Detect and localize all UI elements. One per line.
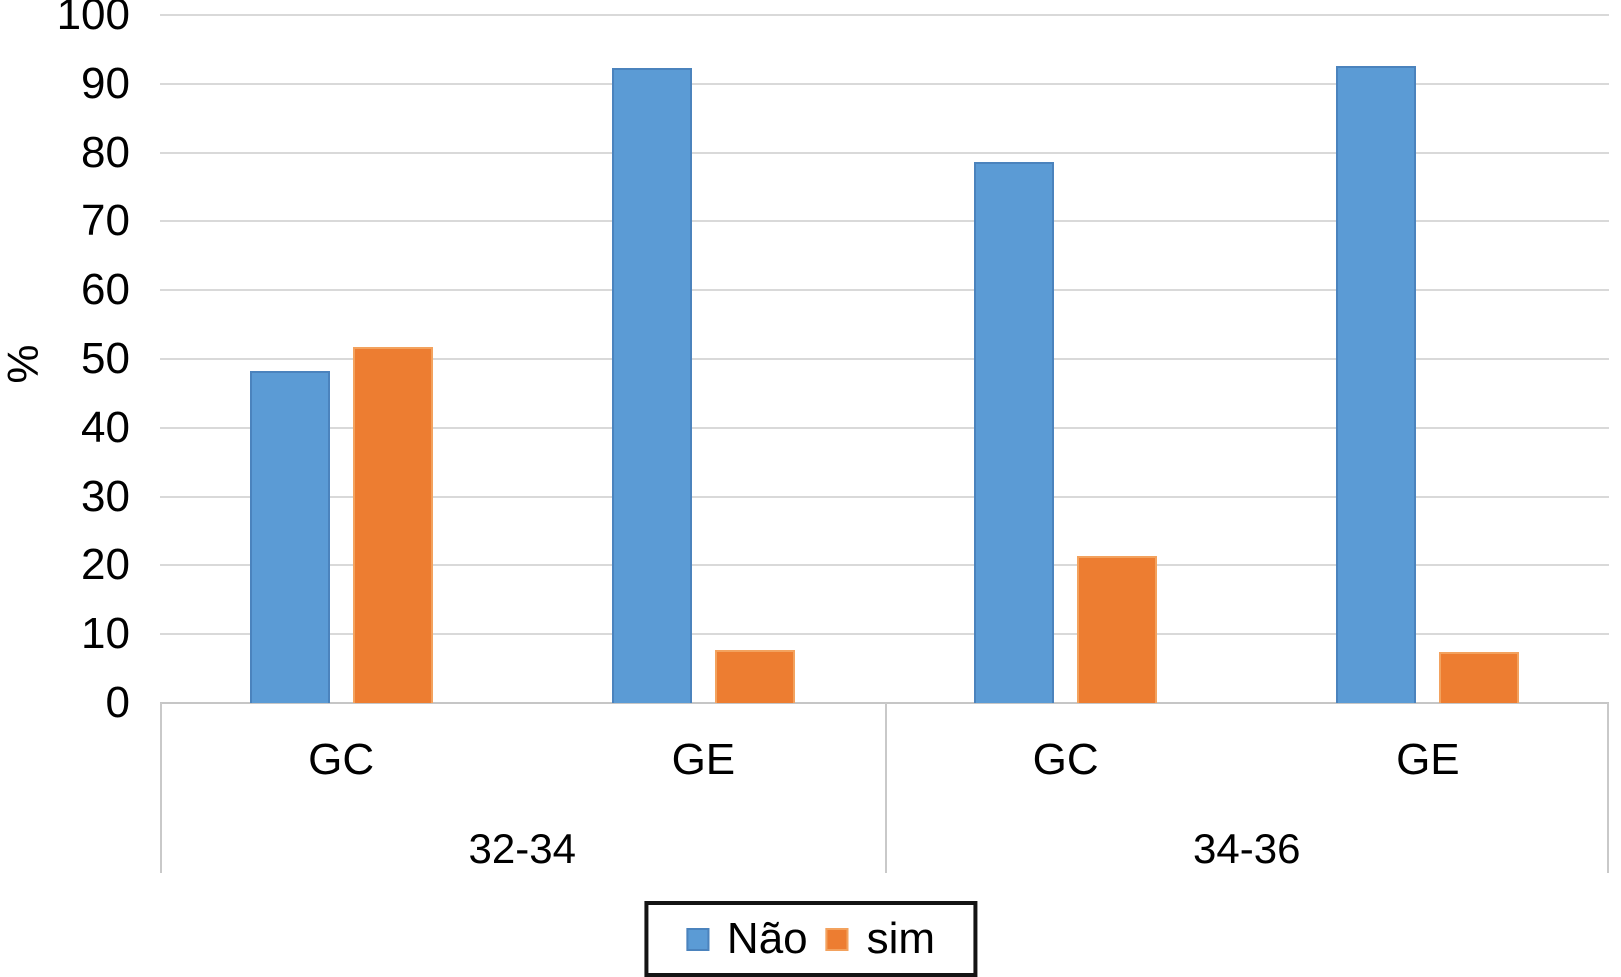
category-label-32-34-ge: GE — [671, 735, 736, 784]
category-separator-0 — [160, 703, 162, 873]
bar-nao-32-34-ge — [611, 67, 692, 703]
gridline-30 — [160, 495, 1609, 498]
legend-item-nao: Não — [685, 914, 808, 964]
gridline-100 — [160, 14, 1609, 16]
gridline-90 — [160, 82, 1609, 85]
category-label-34-36-gc: GC — [1032, 735, 1099, 784]
legend: Não sim — [643, 901, 978, 977]
category-separator-2 — [1607, 703, 1609, 873]
y-tick-label-60: 60 — [81, 265, 130, 315]
y-tick-label-90: 90 — [81, 58, 130, 108]
y-tick-label-100: 100 — [56, 0, 130, 39]
y-tick-label-10: 10 — [81, 609, 130, 659]
gridline-40 — [160, 426, 1609, 429]
group-label-32-34: 32-34 — [468, 825, 576, 872]
bar-nao-32-34-gc — [249, 370, 330, 703]
y-tick-label-50: 50 — [81, 334, 130, 383]
gridline-50 — [160, 358, 1609, 360]
group-label-34-36: 34-36 — [1193, 825, 1301, 872]
y-tick-label-20: 20 — [81, 540, 130, 590]
legend-label-sim: sim — [866, 914, 936, 963]
gridline-20 — [160, 564, 1609, 567]
y-tick-label-0: 0 — [105, 678, 130, 727]
bar-nao-34-36-gc — [974, 162, 1055, 703]
legend-swatch-sim — [825, 927, 849, 951]
bar-sim-34-36-ge — [1439, 652, 1520, 703]
category-separator-1 — [884, 703, 887, 873]
legend-swatch-nao — [685, 927, 709, 951]
legend-label-nao: Não — [726, 914, 808, 963]
bar-sim-32-34-ge — [714, 650, 795, 703]
category-label-32-34-gc: GC — [308, 735, 375, 784]
bar-sim-32-34-gc — [352, 347, 433, 703]
y-tick-label-70: 70 — [81, 196, 130, 246]
gridline-60 — [160, 289, 1609, 292]
gridline-70 — [160, 220, 1609, 223]
bar-sim-34-36-gc — [1077, 555, 1158, 703]
gridline-10 — [160, 633, 1609, 636]
y-tick-label-30: 30 — [81, 471, 130, 521]
y-tick-label-40: 40 — [81, 402, 130, 452]
gridline-80 — [160, 151, 1609, 154]
legend-item-sim: sim — [825, 914, 936, 964]
y-tick-label-80: 80 — [81, 127, 130, 177]
bar-nao-34-36-ge — [1336, 65, 1417, 703]
category-label-34-36-ge: GE — [1396, 735, 1460, 784]
